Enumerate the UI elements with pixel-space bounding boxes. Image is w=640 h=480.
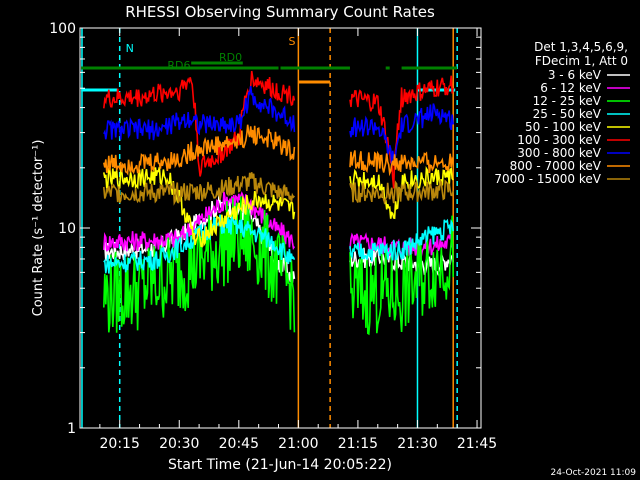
x-tick-label: 20:45 [219,436,259,452]
legend-item-label: 50 - 100 keV [525,120,602,134]
series-line-7-seg1 [349,150,454,177]
y-tick-label: 100 [49,21,76,37]
series-line-8-seg1 [349,178,454,205]
legend-item-label: 300 - 800 keV [517,146,601,160]
y-axis: 1 10 100 [49,21,481,437]
legend-header-line1: Det 1,3,4,5,6,9, [534,40,628,54]
series-line-2-seg0 [103,196,296,333]
state-label-n: N [126,42,134,55]
x-tick-label: 21:00 [278,436,318,452]
x-tick-label: 21:30 [397,436,437,452]
legend: Det 1,3,4,5,6,9, FDecim 1, Att 0 3 - 6 k… [494,40,630,186]
chart-title: RHESSI Observing Summary Count Rates [125,3,435,21]
legend-item-label: 6 - 12 keV [540,81,602,95]
series-line-5-seg0 [103,70,296,177]
series-line-1-seg0 [103,191,296,252]
legend-item-label: 12 - 25 keV [533,94,602,108]
timestamp: 24-Oct-2021 11:09 [551,468,637,478]
y-tick-label: 1 [67,421,76,437]
legend-item-label: 25 - 50 keV [533,107,602,121]
series-line-8-seg0 [103,172,295,206]
state-label-rd0: RD0 [219,51,242,64]
state-label-s: S [288,35,295,48]
x-axis-label: Start Time (21-Jun-14 20:05:22) [168,457,392,473]
series-line-4-seg0 [103,166,296,248]
x-axis: 20:15 20:30 20:45 21:00 21:15 21:30 21:45 [79,28,497,452]
x-tick-label: 21:45 [457,436,497,452]
series-line-6-seg1 [349,103,454,166]
series-line-2-seg1 [349,215,454,336]
legend-item-label: 800 - 7000 keV [510,159,602,173]
x-tick-label: 21:15 [338,436,378,452]
series-line-3-seg1 [349,218,454,262]
series-group [103,70,454,336]
legend-header-line2: FDecim 1, Att 0 [535,54,628,68]
series-line-5-seg1 [349,75,454,189]
y-tick-label: 10 [58,221,76,237]
state-labels: N S RD0 RD6 [126,35,296,72]
legend-item-label: 3 - 6 keV [548,68,602,82]
y-axis-label: Count Rate (s⁻¹ detector⁻¹) [31,140,46,317]
legend-item-label: 100 - 300 keV [517,133,601,147]
legend-item-label: 7000 - 15000 keV [494,172,601,186]
series-line-7-seg0 [103,124,296,176]
series-line-6-seg0 [103,85,296,141]
x-tick-label: 20:15 [100,436,140,452]
state-bars [81,61,458,92]
x-tick-label: 20:30 [159,436,199,452]
state-label-rd6: RD6 [167,59,190,72]
